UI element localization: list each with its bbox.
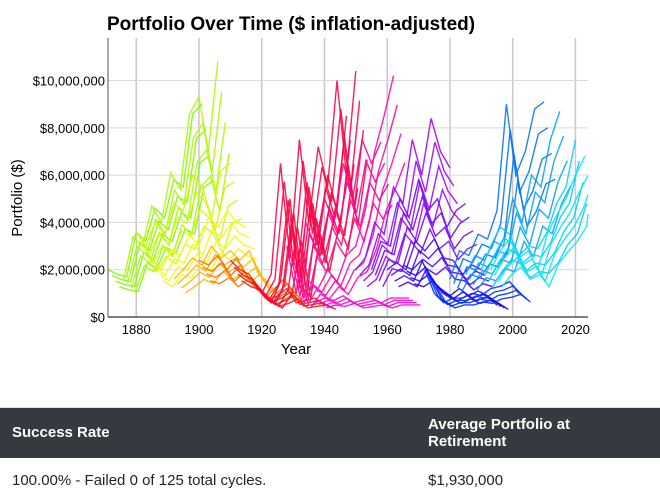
series-line-1990 bbox=[488, 182, 584, 282]
series-line-1950 bbox=[359, 141, 455, 276]
series-line-1937 bbox=[326, 302, 421, 309]
series-line-1910 bbox=[233, 266, 329, 308]
x-tick-label: 1920 bbox=[247, 322, 276, 337]
x-tick-label: 2000 bbox=[498, 322, 527, 337]
series-line-1920 bbox=[272, 159, 368, 303]
series-line-1932 bbox=[310, 162, 406, 309]
series-line-1876 bbox=[134, 153, 230, 294]
series-line-1960 bbox=[398, 266, 493, 291]
header-success-rate: Success Rate bbox=[12, 424, 110, 442]
table-header-row: Success Rate Average Portfolio at Retire… bbox=[0, 407, 660, 458]
series-line-1900 bbox=[210, 276, 305, 306]
series-line-1955 bbox=[374, 193, 470, 276]
y-tick-label: $8,000,000 bbox=[40, 121, 105, 136]
series-line-1937 bbox=[322, 300, 417, 307]
series-line-1917 bbox=[251, 115, 348, 305]
success-rate-value: 100.00% - Failed 0 of 125 total cycles. bbox=[12, 472, 267, 489]
series-line-1876 bbox=[123, 61, 219, 280]
series-line-1920 bbox=[264, 100, 361, 297]
x-axis-label: Year bbox=[281, 341, 311, 358]
series-line-1985 bbox=[472, 160, 568, 286]
x-tick-label: 1960 bbox=[373, 322, 402, 337]
y-tick-label: $4,000,000 bbox=[40, 215, 105, 230]
series-line-1955 bbox=[378, 210, 474, 282]
series-line-1937 bbox=[318, 297, 413, 306]
series-line-1985 bbox=[464, 111, 561, 275]
series-line-1985 bbox=[468, 135, 565, 280]
series-line-1871 bbox=[111, 129, 207, 283]
table-row: 100.00% - Failed 0 of 125 total cycles. … bbox=[0, 458, 660, 504]
series-line-1990 bbox=[480, 139, 577, 270]
series-line-1876 bbox=[130, 122, 226, 289]
series-line-1937 bbox=[314, 294, 410, 304]
series-line-1980 bbox=[449, 101, 545, 280]
series-line-1880 bbox=[135, 162, 231, 248]
x-tick-label: 1980 bbox=[435, 322, 464, 337]
y-tick-label: $10,000,000 bbox=[33, 74, 105, 89]
y-tick-label: $6,000,000 bbox=[40, 168, 105, 183]
y-axis-label: Portfolio ($) bbox=[9, 159, 26, 237]
series-line-1980 bbox=[453, 127, 549, 284]
series-line-1932 bbox=[302, 104, 398, 305]
series-line-1990 bbox=[484, 160, 580, 276]
series-line-1960 bbox=[394, 256, 490, 286]
series-line-1885 bbox=[155, 222, 251, 277]
series-line-1950 bbox=[362, 163, 459, 282]
x-tick-label: 1900 bbox=[185, 322, 214, 337]
results-table: Success Rate Average Portfolio at Retire… bbox=[0, 407, 660, 504]
series-line-1876 bbox=[126, 92, 223, 284]
series-line-1932 bbox=[298, 75, 395, 304]
series-line-1885 bbox=[162, 247, 258, 288]
portfolio-chart: Portfolio Over Time ($ inflation-adjuste… bbox=[9, 14, 590, 358]
series-line-1928 bbox=[286, 137, 382, 294]
series-line-1880 bbox=[147, 217, 242, 273]
y-tick-label: $2,000,000 bbox=[40, 263, 105, 278]
x-tick-label: 2020 bbox=[561, 322, 590, 337]
series-line-1993 bbox=[501, 214, 589, 289]
series-line-1920 bbox=[261, 71, 357, 294]
series-line-1885 bbox=[159, 235, 254, 283]
average-portfolio-value: $1,930,000 bbox=[428, 472, 504, 489]
y-tick-label: $0 bbox=[91, 310, 105, 325]
series-line-1985 bbox=[476, 184, 572, 291]
header-average-portfolio: Average Portfolio at Retirement bbox=[428, 415, 570, 450]
x-tick-label: 1940 bbox=[310, 322, 339, 337]
series-line-1972 bbox=[435, 286, 531, 309]
series-line-1928 bbox=[297, 201, 393, 303]
series-line-1928 bbox=[293, 180, 390, 300]
series-line-1928 bbox=[289, 158, 386, 297]
series-line-1871 bbox=[107, 103, 203, 278]
series-line-1932 bbox=[306, 133, 402, 307]
series-lines bbox=[107, 61, 589, 311]
series-line-1885 bbox=[151, 209, 247, 271]
series-line-1920 bbox=[268, 130, 365, 300]
chart-title: Portfolio Over Time ($ inflation-adjuste… bbox=[107, 14, 475, 35]
x-tick-label: 1880 bbox=[122, 322, 151, 337]
series-line-1955 bbox=[370, 177, 467, 270]
axes: 1880 1900 1920 1940 1960 1980 2000 2020 $0 $2,000… bbox=[33, 38, 590, 337]
series-line-1880 bbox=[139, 181, 235, 256]
series-line-1950 bbox=[355, 118, 451, 271]
